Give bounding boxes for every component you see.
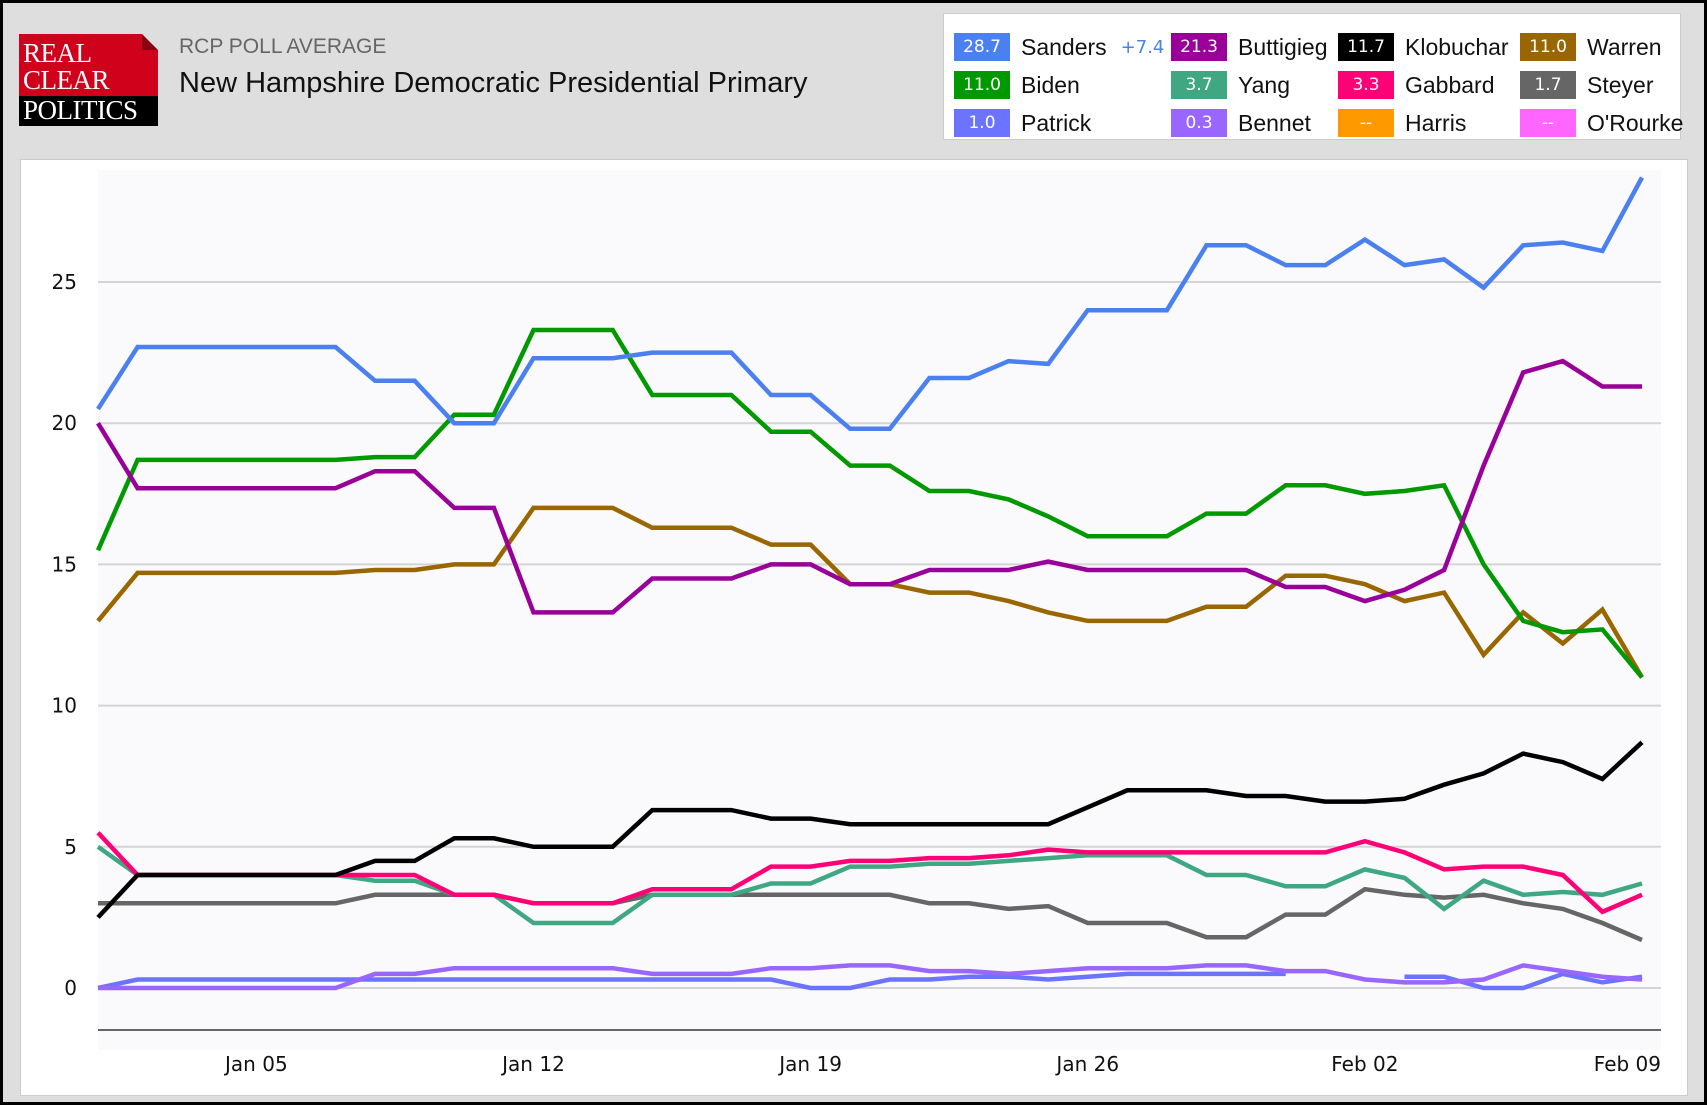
series-line-biden[interactable] bbox=[95, 327, 1644, 679]
legend-value-badge: 21.3 bbox=[1171, 33, 1227, 61]
y-tick-label: 15 bbox=[52, 552, 77, 576]
logo-line-1: REAL bbox=[23, 38, 92, 68]
legend-item-steyer[interactable]: 1.7 Steyer bbox=[1520, 70, 1653, 100]
legend-candidate-name: Warren bbox=[1587, 33, 1662, 60]
line-chart: 0 5 10 15 20 25 Jan 05 Jan 12 Jan 19 Jan 26 Feb 02… bbox=[52, 170, 1661, 1076]
legend-value-badge: 11.7 bbox=[1338, 33, 1394, 61]
rcp-logo[interactable]: REAL CLEAR POLITICS bbox=[19, 34, 158, 126]
series-line-patrick[interactable] bbox=[1404, 971, 1643, 991]
legend-lead-delta: +7.4 bbox=[1120, 36, 1165, 58]
legend-value-badge: 1.7 bbox=[1520, 71, 1576, 99]
chart-area: 0 5 10 15 20 25 Jan 05 Jan 12 Jan 19 Jan 26 Feb 02… bbox=[20, 159, 1688, 1096]
legend-item-biden[interactable]: 11.0 Biden bbox=[954, 70, 1080, 100]
logo-red-block bbox=[19, 34, 158, 96]
x-tick-label: Feb 09 bbox=[1594, 1052, 1661, 1076]
legend-candidate-name: Buttigieg bbox=[1238, 33, 1328, 60]
page-frame: REAL CLEAR POLITICS RCP POLL AVERAGE New… bbox=[3, 3, 1704, 1102]
legend-candidate-name: Harris bbox=[1405, 109, 1467, 136]
legend-value-badge: -- bbox=[1520, 109, 1576, 137]
series-line-klobuchar[interactable] bbox=[96, 740, 1644, 919]
legend-candidate-name: Steyer bbox=[1587, 71, 1654, 98]
legend-candidate-name: Klobuchar bbox=[1405, 33, 1509, 60]
series-line-steyer[interactable] bbox=[98, 886, 1643, 943]
series-line-sanders[interactable] bbox=[96, 176, 1644, 432]
chart-title: New Hampshire Democratic Presidential Pr… bbox=[179, 67, 808, 99]
series-line-gabbard[interactable] bbox=[96, 831, 1643, 915]
y-tick-label: 5 bbox=[64, 835, 77, 859]
y-tick-label: 20 bbox=[52, 411, 77, 435]
legend-value-badge: 1.0 bbox=[954, 109, 1010, 137]
legend-item-patrick[interactable]: 1.0 Patrick bbox=[954, 108, 1091, 138]
series-line-yang[interactable] bbox=[96, 844, 1643, 926]
logo-fold-corner bbox=[142, 34, 158, 50]
legend-candidate-name: Patrick bbox=[1021, 109, 1092, 136]
logo-black-block bbox=[19, 96, 158, 126]
legend-item-harris[interactable]: -- Harris bbox=[1338, 108, 1466, 138]
legend-candidate-name: O'Rourke bbox=[1587, 109, 1684, 136]
legend-candidate-name: Gabbard bbox=[1405, 71, 1495, 98]
legend-candidate-name: Bennet bbox=[1238, 109, 1311, 136]
legend-item-yang[interactable]: 3.7 Yang bbox=[1171, 70, 1290, 100]
y-tick-label: 10 bbox=[52, 694, 77, 718]
legend-item-bennet[interactable]: 0.3 Bennet bbox=[1171, 108, 1311, 138]
series-line-buttigieg[interactable] bbox=[96, 358, 1642, 615]
legend-item-gabbard[interactable]: 3.3 Gabbard bbox=[1338, 70, 1495, 100]
legend-value-badge: 3.3 bbox=[1338, 71, 1394, 99]
chart-subtitle: RCP POLL AVERAGE bbox=[179, 35, 387, 58]
legend-item-buttigieg[interactable]: 21.3 Buttigieg bbox=[1171, 32, 1328, 62]
legend-value-badge: 28.7 bbox=[954, 33, 1010, 61]
x-tick-label: Jan 05 bbox=[223, 1052, 288, 1076]
legend-value-badge: 11.0 bbox=[954, 71, 1010, 99]
legend-value-badge: 0.3 bbox=[1171, 109, 1227, 137]
legend: 28.7 Sanders +7.4 21.3 Buttigieg 11.7 Klobucha… bbox=[943, 13, 1683, 140]
series-line-patrick[interactable] bbox=[97, 971, 1286, 991]
legend-item-warren[interactable]: 11.0 Warren bbox=[1520, 32, 1662, 62]
legend-value-badge: 3.7 bbox=[1171, 71, 1227, 99]
series-line-bennet[interactable] bbox=[98, 963, 1643, 991]
legend-item-sanders[interactable]: 28.7 Sanders +7.4 bbox=[954, 32, 1164, 62]
legend-item-klobuchar[interactable]: 11.7 Klobuchar bbox=[1338, 32, 1509, 62]
x-tick-label: Jan 26 bbox=[1054, 1052, 1119, 1076]
legend-candidate-name: Yang bbox=[1238, 71, 1291, 98]
legend-candidate-name: Sanders bbox=[1021, 33, 1107, 60]
logo-line-2: CLEAR bbox=[23, 65, 110, 95]
x-tick-label: Jan 12 bbox=[500, 1052, 565, 1076]
legend-item-orourke[interactable]: -- O'Rourke bbox=[1520, 108, 1683, 138]
y-tick-label: 25 bbox=[52, 270, 77, 294]
y-tick-label: 0 bbox=[64, 976, 77, 1000]
plot-background bbox=[98, 170, 1661, 1050]
logo-line-3: POLITICS bbox=[23, 95, 138, 125]
legend-value-badge: -- bbox=[1338, 109, 1394, 137]
x-tick-label: Jan 19 bbox=[777, 1052, 842, 1076]
x-tick-label: Feb 02 bbox=[1331, 1052, 1398, 1076]
legend-value-badge: 11.0 bbox=[1520, 33, 1576, 61]
legend-candidate-name: Biden bbox=[1021, 71, 1080, 98]
